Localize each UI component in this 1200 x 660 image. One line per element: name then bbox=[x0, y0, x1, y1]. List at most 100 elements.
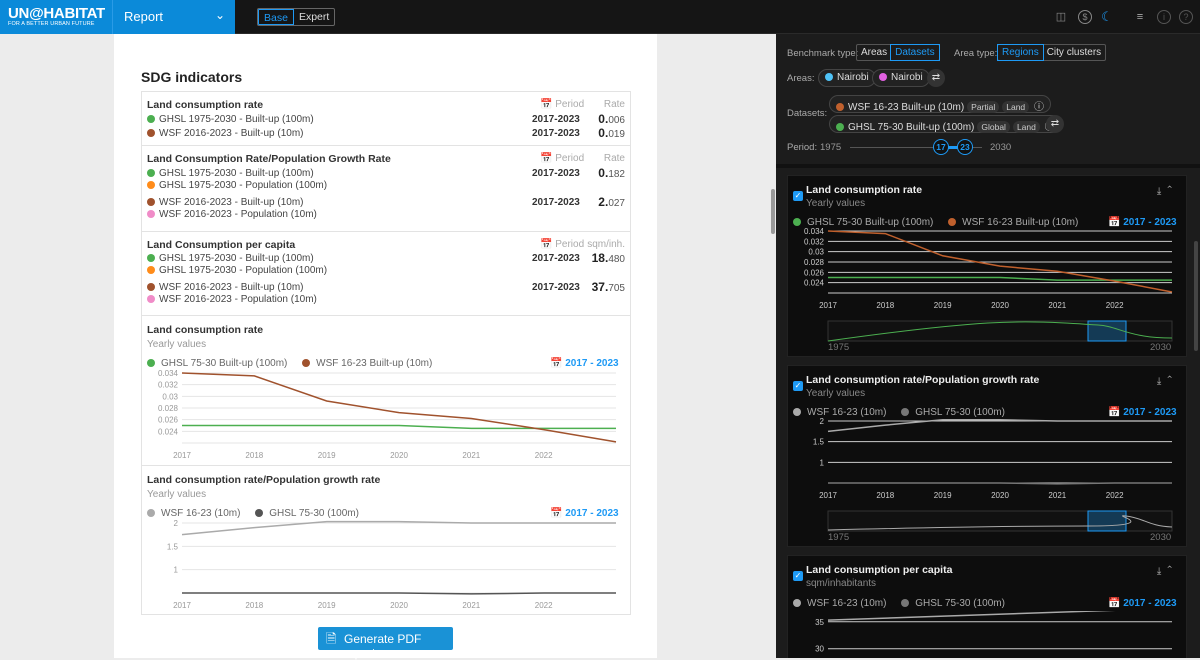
chart-lcr-pgr: Land consumption rate/Population growth … bbox=[142, 466, 630, 616]
benchmark-areas-button[interactable]: Areas bbox=[861, 47, 888, 58]
y-tick-label: 30 bbox=[815, 645, 824, 654]
area-chip[interactable]: Nairobi bbox=[872, 69, 930, 87]
series-line bbox=[827, 611, 1116, 621]
sliders-icon[interactable]: ≡ bbox=[1136, 11, 1144, 23]
card-checkbox[interactable]: ✓ bbox=[793, 571, 803, 581]
help-icon[interactable]: ? bbox=[1179, 10, 1193, 24]
section-title: Land consumption rate bbox=[147, 99, 264, 111]
download-icon[interactable]: ⤓ bbox=[1156, 566, 1168, 577]
area-type-regions-button[interactable]: Regions bbox=[997, 44, 1044, 61]
x-tick-label: 2022 bbox=[1106, 491, 1124, 500]
series-dot bbox=[147, 509, 155, 517]
series-dot bbox=[147, 266, 155, 274]
x-tick-label: 2019 bbox=[318, 601, 336, 610]
x-tick-label: 2019 bbox=[934, 301, 952, 310]
legend-item[interactable]: GHSL 75-30 (100m) bbox=[901, 407, 1011, 418]
legend-item[interactable]: GHSL 75-30 (100m) bbox=[901, 598, 1011, 609]
collapse-icon[interactable]: ⌃ bbox=[1167, 186, 1178, 197]
info-icon[interactable]: ⓘ bbox=[1033, 102, 1044, 113]
card-title: Land consumption rate/Population growth … bbox=[806, 374, 1040, 386]
rate-value: 0.019 bbox=[598, 126, 625, 140]
period-slider-track[interactable] bbox=[850, 147, 982, 148]
series-line bbox=[182, 424, 616, 430]
x-tick-label: 2021 bbox=[462, 451, 480, 460]
chart-legend: WSF 16-23 (10m) GHSL 75-30 (100m) bbox=[793, 407, 1017, 418]
x-tick-label: 2021 bbox=[1048, 301, 1066, 310]
series-line bbox=[181, 372, 617, 443]
swap-areas-icon[interactable]: ⇄ bbox=[927, 69, 945, 87]
period-value: 2017-2023 bbox=[532, 253, 580, 264]
date-range-picker[interactable]: 📅 2017 - 2023 bbox=[550, 508, 619, 519]
legend-item[interactable]: GHSL 75-30 Built-up (100m) bbox=[793, 217, 939, 228]
period-value: 2017-2023 bbox=[532, 168, 580, 179]
series-dot bbox=[147, 115, 155, 123]
calendar-icon: 📅 bbox=[1108, 598, 1121, 609]
card-checkbox[interactable]: ✓ bbox=[793, 381, 803, 391]
download-icon[interactable]: ⤓ bbox=[1156, 376, 1168, 387]
collapse-icon[interactable]: ⌃ bbox=[1167, 376, 1178, 387]
date-range-picker[interactable]: 📅 2017 - 2023 bbox=[550, 358, 619, 369]
period-value: 2017-2023 bbox=[532, 197, 580, 208]
series-dot bbox=[948, 218, 957, 226]
calendar-icon: 📅 bbox=[540, 153, 553, 164]
mode-base-button[interactable]: Base bbox=[258, 9, 294, 25]
un-habitat-logo[interactable]: UN@HABITAT FOR A BETTER URBAN FUTURE bbox=[0, 0, 112, 34]
report-select[interactable]: Report ⌄ bbox=[112, 0, 235, 34]
chart-svg: 1 1.5 2 2017 2018 2019 2020 2021 2022 bbox=[813, 417, 1173, 532]
legend-item[interactable]: GHSL 75-30 Built-up (100m) bbox=[147, 358, 293, 369]
list-item: GHSL 1975-2030 - Population (100m) bbox=[147, 265, 327, 276]
series-dot bbox=[793, 218, 801, 226]
swap-datasets-icon[interactable]: ⇄ bbox=[1046, 115, 1064, 133]
legend-item[interactable]: WSF 16-23 Built-up (10m) bbox=[302, 358, 438, 369]
calendar-icon: 📅 bbox=[1108, 217, 1121, 228]
area-type-city-clusters-button[interactable]: City clusters bbox=[1046, 47, 1102, 58]
report-scrollbar[interactable] bbox=[771, 189, 775, 234]
legend-item[interactable]: WSF 16-23 (10m) bbox=[147, 508, 246, 519]
right-scrollbar[interactable] bbox=[1194, 241, 1198, 351]
x-tick-label: 2022 bbox=[535, 601, 553, 610]
chart-card-lcr-pgr: ✓ Land consumption rate/Population growt… bbox=[787, 365, 1187, 547]
navigator-end: 2030 bbox=[1150, 342, 1172, 353]
x-tick-label: 2020 bbox=[390, 601, 408, 610]
collapse-icon[interactable]: ⌃ bbox=[1167, 566, 1178, 577]
card-subtitle: Yearly values bbox=[806, 388, 866, 399]
x-tick-label: 2018 bbox=[245, 451, 263, 460]
mode-expert-button[interactable]: Expert bbox=[298, 11, 330, 23]
card-actions: ⤓⌃ bbox=[1157, 566, 1178, 577]
section-title: Land Consumption Rate/Population Growth … bbox=[147, 153, 391, 165]
chart-legend: WSF 16-23 (10m) GHSL 75-30 (100m) bbox=[793, 598, 1017, 609]
legend-item[interactable]: WSF 16-23 (10m) bbox=[793, 407, 892, 418]
series-dot bbox=[901, 408, 910, 416]
calendar-icon: 📅 bbox=[550, 508, 563, 519]
area-chip[interactable]: Nairobi bbox=[818, 69, 876, 87]
series-line bbox=[182, 592, 616, 595]
series-dot bbox=[901, 599, 910, 607]
period-slider-end-handle[interactable]: 23 bbox=[957, 139, 973, 155]
card-title: Land consumption rate bbox=[806, 184, 923, 196]
legend-item[interactable]: WSF 16-23 Built-up (10m) bbox=[948, 217, 1084, 228]
date-range-picker[interactable]: 📅 2017 - 2023 bbox=[1108, 598, 1177, 609]
date-range-picker[interactable]: 📅 2017 - 2023 bbox=[1108, 217, 1177, 228]
generate-pdf-label: Generate PDF report bbox=[344, 632, 422, 660]
x-tick-label: 2020 bbox=[991, 491, 1009, 500]
panel-icon[interactable]: ◫ bbox=[1055, 11, 1067, 23]
download-icon[interactable]: ⤓ bbox=[1156, 186, 1168, 197]
sdg-card: Land consumption rate 📅 Period Rate GHSL… bbox=[141, 91, 631, 615]
legend-item[interactable]: WSF 16-23 (10m) bbox=[793, 598, 892, 609]
sdg-title: SDG indicators bbox=[141, 69, 243, 85]
navigator-series bbox=[827, 321, 1173, 342]
card-checkbox[interactable]: ✓ bbox=[793, 191, 803, 201]
datasets-label: Datasets: bbox=[787, 108, 828, 119]
rate-header: sqm/inh. bbox=[587, 239, 625, 250]
dataset-chip[interactable]: WSF 16-23 Built-up (10m) Partial Land ⓘ bbox=[829, 95, 1051, 113]
info-icon[interactable]: i bbox=[1157, 10, 1171, 24]
period-slider-start-handle[interactable]: 17 bbox=[933, 139, 949, 155]
date-range-picker[interactable]: 📅 2017 - 2023 bbox=[1108, 407, 1177, 418]
dollar-icon[interactable]: $ bbox=[1078, 10, 1092, 24]
legend-item[interactable]: GHSL 75-30 (100m) bbox=[255, 508, 365, 519]
benchmark-datasets-button[interactable]: Datasets bbox=[890, 44, 940, 61]
generate-pdf-button[interactable]: 🗎 Generate PDF report bbox=[318, 627, 453, 660]
moon-icon[interactable]: ☾ bbox=[1101, 9, 1113, 24]
period-start: 1975 bbox=[820, 142, 842, 153]
